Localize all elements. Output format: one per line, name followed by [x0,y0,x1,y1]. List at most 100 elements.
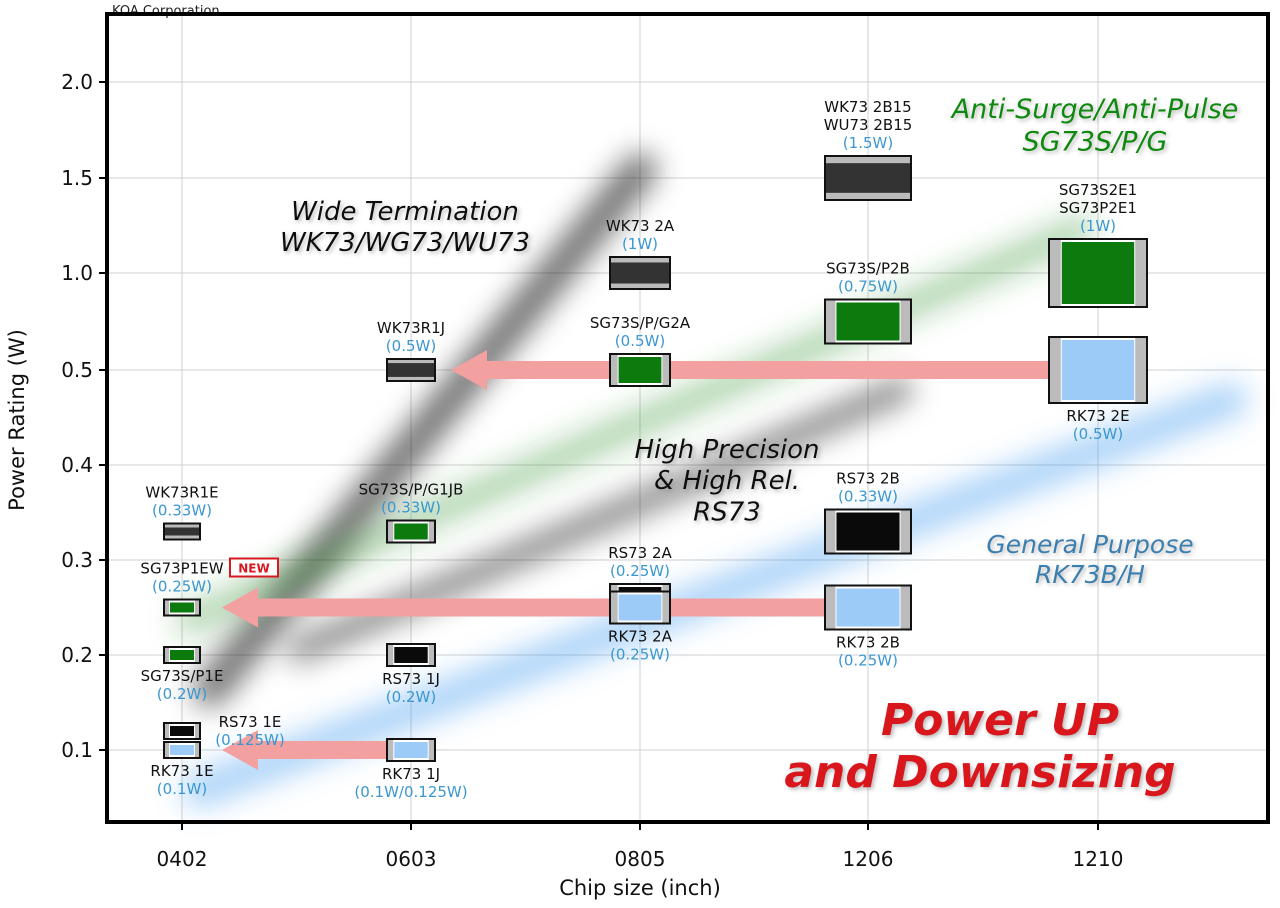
series-label: RS73 [693,497,761,527]
chip-terminal-right [1135,338,1146,402]
chip-terminal-left [1050,240,1061,306]
chip-power: (0.25W) [610,562,670,580]
chip-power: (1W) [1080,217,1116,235]
arrow-head [222,730,258,770]
x-tick-label: 0603 [386,847,437,871]
chip-terminal-left [388,645,394,665]
chip-name: RK73 1E [150,762,213,780]
chip-sg73s-p-g2a: SG73S/P/G2A(0.5W) [590,314,691,387]
chip-body [394,647,428,663]
band-1 [175,215,1095,635]
chip-terminal-left [165,743,169,757]
chip-name: RK73 2E [1066,407,1129,425]
x-tick-label: 1210 [1073,847,1124,871]
series-label: High Precision [634,435,819,465]
arrow-head [451,350,487,390]
chip-name: RS73 1E [219,713,282,731]
chip-name: SG73P1EW [140,560,223,578]
chip-terminal-left [165,600,169,615]
chip-power: (0.33W) [838,488,898,506]
chip-power: (0.5W) [615,332,665,350]
y-tick-label: 0.5 [61,358,93,382]
chip-terminal-bottom [611,283,669,288]
chip-terminal-right [662,355,669,385]
chip-body [165,524,199,539]
chip-body [611,258,669,288]
arrow-head [222,587,258,628]
y-tick-label: 0.3 [61,548,93,572]
chip-name: RS73 2A [608,544,672,562]
chip-rk73-1e: RK73 1E(0.1W) [150,741,214,798]
series-label: WK73/WG73/WU73 [280,228,530,258]
chip-name: RK73 1J [382,765,440,783]
chip-name: RS73 1J [382,670,440,688]
chip-terminal-right [195,743,199,757]
y-tick-label: 1.0 [61,261,93,285]
chip-sg73s-p1e: SG73S/P1E(0.2W) [141,646,224,703]
chip-terminal-bottom [388,376,434,380]
series-label: General Purpose [986,530,1193,559]
chip-terminal-left [611,592,618,623]
chip-terminal-left [388,740,394,760]
chip-power: (0.33W) [152,502,212,520]
chip-power: (0.25W) [610,646,670,664]
chip-power: (0.25W) [152,578,212,596]
chip-terminal-right [900,510,910,553]
chip-body [170,602,194,613]
band-3 [182,382,1248,808]
chip-terminal-left [165,648,169,662]
chip-terminal-right [195,600,199,615]
chip-terminal-right [1135,240,1146,306]
series-label: SG73S/P/G [1023,126,1168,157]
chip-body [836,588,900,627]
chip-rk73-2b: RK73 2B(0.25W) [824,584,912,670]
arrow-shaft [481,361,1088,379]
headline: Power UP [881,695,1119,746]
y-tick-label: 0.2 [61,643,93,667]
chip-name: SG73P2E1 [1059,199,1137,217]
chip-power: (1.5W) [843,134,893,152]
chip-power: (0.1W/0.125W) [354,783,467,801]
chip-body [170,650,194,660]
chip-terminal-right [428,521,434,542]
new-badge-text: NEW [238,562,269,576]
chip-terminal-left [1050,338,1061,402]
chip-name: WK73R1E [145,484,218,502]
chip-power: (0.25W) [838,652,898,670]
chip-rs73-1e: RS73 1E(0.125W) [163,713,285,749]
arrow-shaft [252,741,401,759]
y-tick-label: 0.4 [61,453,93,477]
series-label: RK73B/H [1035,560,1145,589]
plot-frame [105,12,1270,824]
chip-name: SG73S/P1E [141,667,224,685]
chip-terminal-top [611,258,669,263]
chip-terminal-top [165,524,199,528]
x-tick-label: 0805 [615,847,666,871]
chip-terminal-top [388,360,434,364]
chip-power: (0.2W) [157,685,207,703]
chip-terminal-bottom [826,192,910,199]
chip-name: WU73 2B15 [824,116,913,134]
chip-name: SG73S/P/G1JB [359,481,464,499]
chip-terminal-right [900,300,910,343]
chip-terminal-right [900,586,910,629]
chip-terminal-top [826,157,910,164]
chip-wk73r1j: WK73R1J(0.5W) [377,319,445,382]
chip-rk73-1j: RK73 1J(0.1W/0.125W) [354,738,468,801]
chip-name: WK73 2A [606,217,675,235]
chip-body [170,745,194,755]
chip-sg73s-p-g1jb: SG73S/P/G1JB(0.33W) [359,481,464,544]
new-badge [229,557,279,578]
chip-name: SG73S/P/G2A [590,314,691,332]
chip-sg73s-p2b: SG73S/P2B(0.75W) [824,260,912,345]
chip-wk73r1e: WK73R1E(0.33W) [145,484,219,541]
y-tick-label: 0.1 [61,738,93,762]
chip-rs73-1j: RS73 1J(0.2W) [382,643,440,706]
chip-name: RS73 2B [836,470,900,488]
chip-power: (0.1W) [157,780,207,798]
chip-rk73-2a: RK73 2A(0.25W) [608,590,673,664]
